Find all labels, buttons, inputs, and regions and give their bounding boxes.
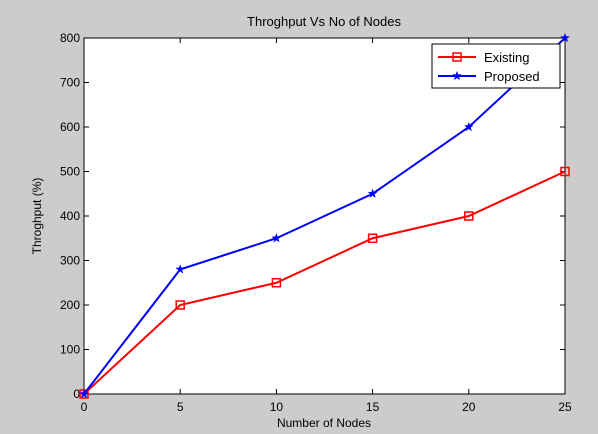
legend-label: Proposed	[484, 69, 540, 84]
series-existing	[79, 166, 570, 399]
data-point-existing	[464, 211, 474, 221]
x-tick-label: 0	[81, 400, 88, 414]
data-point-existing	[175, 300, 185, 310]
legend-entry-existing: Existing	[438, 50, 530, 65]
y-tick-label: 500	[60, 165, 80, 179]
chart-title: Throghput Vs No of Nodes	[247, 14, 401, 29]
y-tick-label: 100	[60, 343, 80, 357]
data-point-existing	[367, 233, 378, 243]
series-proposed	[78, 32, 571, 399]
y-tick-label: 200	[60, 298, 80, 312]
data-point-proposed	[78, 388, 90, 399]
series-line-proposed	[83, 37, 566, 395]
data-point-proposed	[463, 121, 474, 132]
data-point-proposed	[367, 188, 378, 199]
data-point-existing	[271, 278, 282, 288]
y-axis-label: Throghput (%)	[30, 178, 44, 255]
data-point-proposed	[559, 32, 571, 43]
y-tick-label: 800	[60, 31, 80, 45]
y-tick-label: 0	[73, 387, 80, 401]
data-point-proposed	[271, 232, 282, 243]
y-tick-label: 700	[60, 76, 80, 90]
axes: 0 5 10 15 20 25 0 100 200 300 400 500 600 700 800	[60, 31, 572, 414]
data-point-proposed	[175, 264, 186, 274]
x-tick-label: 10	[270, 400, 284, 414]
y-tick-label: 600	[60, 120, 80, 134]
legend-marker	[451, 70, 463, 81]
x-tick-label: 5	[177, 400, 184, 414]
legend: Existing Proposed	[431, 43, 561, 89]
x-tick-label: 25	[558, 400, 572, 414]
x-axis-label: Number of Nodes	[277, 416, 371, 429]
y-tick-label: 300	[60, 254, 80, 268]
data-point-existing	[560, 166, 570, 177]
series-layer	[78, 32, 571, 399]
y-tick-label: 400	[60, 209, 80, 223]
legend-label: Existing	[484, 50, 530, 65]
series-line-existing	[83, 170, 566, 395]
x-tick-label: 15	[366, 400, 380, 414]
x-tick-label: 20	[462, 400, 476, 414]
legend-marker	[452, 52, 462, 62]
legend-entry-proposed: Proposed	[438, 69, 540, 84]
legend-box	[431, 43, 561, 89]
